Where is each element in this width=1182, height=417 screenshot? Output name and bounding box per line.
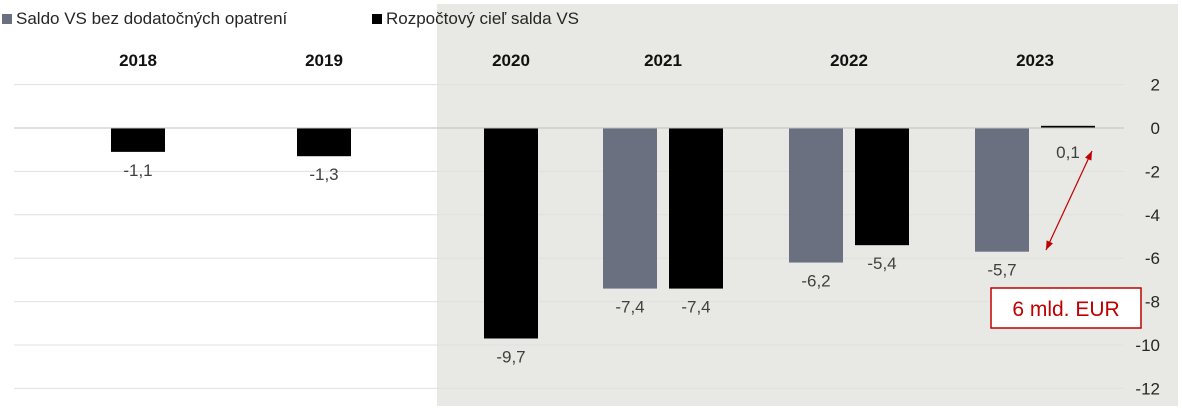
year-label-2023: 2023 — [1016, 51, 1054, 70]
y-tick-label-0: 2 — [1151, 76, 1160, 95]
legend-label-0: Saldo VS bez dodatočných opatrení — [16, 9, 288, 28]
legend-label-1: Rozpočtový cieľ salda VS — [386, 9, 579, 28]
y-tick-label-1: 0 — [1151, 119, 1160, 138]
year-label-2022: 2022 — [830, 51, 868, 70]
data-label-2020-series-1: -9,7 — [496, 347, 525, 366]
y-tick-label-5: -8 — [1145, 293, 1160, 312]
legend-swatch-0 — [2, 14, 12, 24]
year-label-2020: 2020 — [492, 51, 530, 70]
annotation-box — [990, 287, 1142, 329]
y-tick-label-7: -12 — [1135, 379, 1160, 398]
y-tick-label-3: -4 — [1145, 206, 1160, 225]
annotation-arrowhead-start — [1085, 151, 1092, 161]
data-label-2021-series-1: -7,4 — [681, 298, 710, 317]
year-label-2021: 2021 — [644, 51, 682, 70]
y-tick-label-6: -10 — [1135, 336, 1160, 355]
annotation-text: 6 mld. EUR — [1012, 298, 1119, 321]
bar-2021-series-1 — [669, 128, 723, 289]
data-label-2018-series-1: -1,1 — [123, 161, 152, 180]
annotation-arrow-line — [1045, 150, 1093, 251]
year-label-2019: 2019 — [305, 51, 343, 70]
legend-swatch-1 — [372, 14, 382, 24]
bar-2023-series-0 — [975, 128, 1029, 252]
data-label-2022-series-1: -5,4 — [867, 254, 896, 273]
data-label-2023-series-0: -5,7 — [987, 261, 1016, 280]
bar-2022-series-1 — [855, 128, 909, 246]
bar-2023-series-1 — [1041, 125, 1095, 128]
data-label-2021-series-0: -7,4 — [615, 298, 644, 317]
bar-2021-series-0 — [603, 128, 657, 289]
data-label-2023-series-1: 0,1 — [1056, 143, 1080, 162]
bar-2020-series-1 — [484, 128, 538, 339]
annotation-arrowhead-end — [1046, 240, 1053, 250]
data-label-2022-series-0: -6,2 — [801, 272, 830, 291]
bar-2018-series-1 — [111, 128, 165, 152]
y-tick-label-4: -6 — [1145, 249, 1160, 268]
bar-2022-series-0 — [789, 128, 843, 263]
y-tick-label-2: -2 — [1145, 162, 1160, 181]
bar-2019-series-1 — [297, 128, 351, 157]
year-label-2018: 2018 — [119, 51, 157, 70]
data-label-2019-series-1: -1,3 — [309, 165, 338, 184]
